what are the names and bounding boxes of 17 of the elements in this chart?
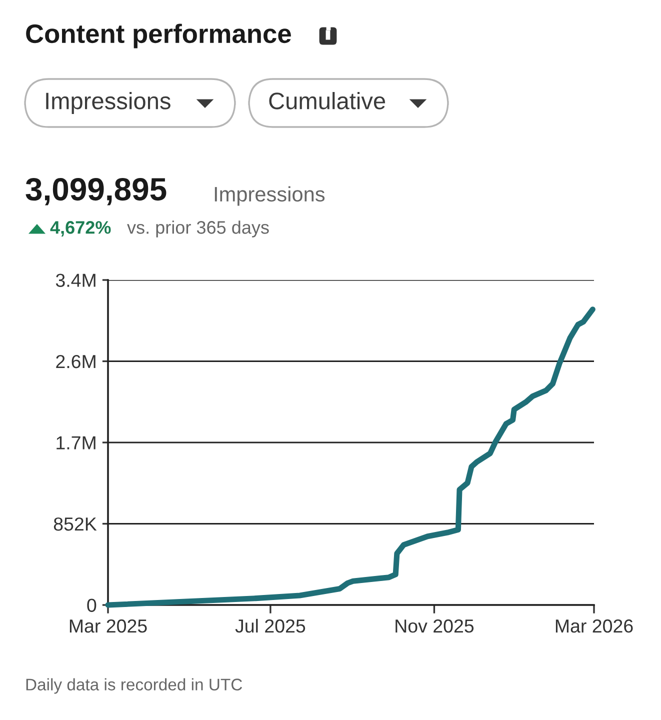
y-tick-label: 0 <box>87 598 96 612</box>
y-tick-label: 2.6M <box>56 354 96 368</box>
text: 4,672% <box>50 221 111 236</box>
x-tick-label: Jul 2025 <box>235 618 306 633</box>
y-tick-label: 1.7M <box>56 436 96 450</box>
text: Cumulative <box>269 92 386 110</box>
y-tick-label: 3.4M <box>56 274 96 287</box>
x-tick-label: Mar 2025 <box>70 619 147 633</box>
x-tick-label: Nov 2025 <box>396 619 474 633</box>
chart-title: Content performance <box>26 24 291 48</box>
text: vs. prior 365 days <box>127 220 269 238</box>
text: Impressions <box>214 186 325 206</box>
text: 3,099,895 <box>26 178 166 206</box>
text: Impressions <box>46 92 170 114</box>
x-tick-label: Mar 2026 <box>556 619 633 633</box>
text: Daily data is recorded in UTC <box>26 678 242 694</box>
y-tick-label: 852K <box>54 517 97 531</box>
